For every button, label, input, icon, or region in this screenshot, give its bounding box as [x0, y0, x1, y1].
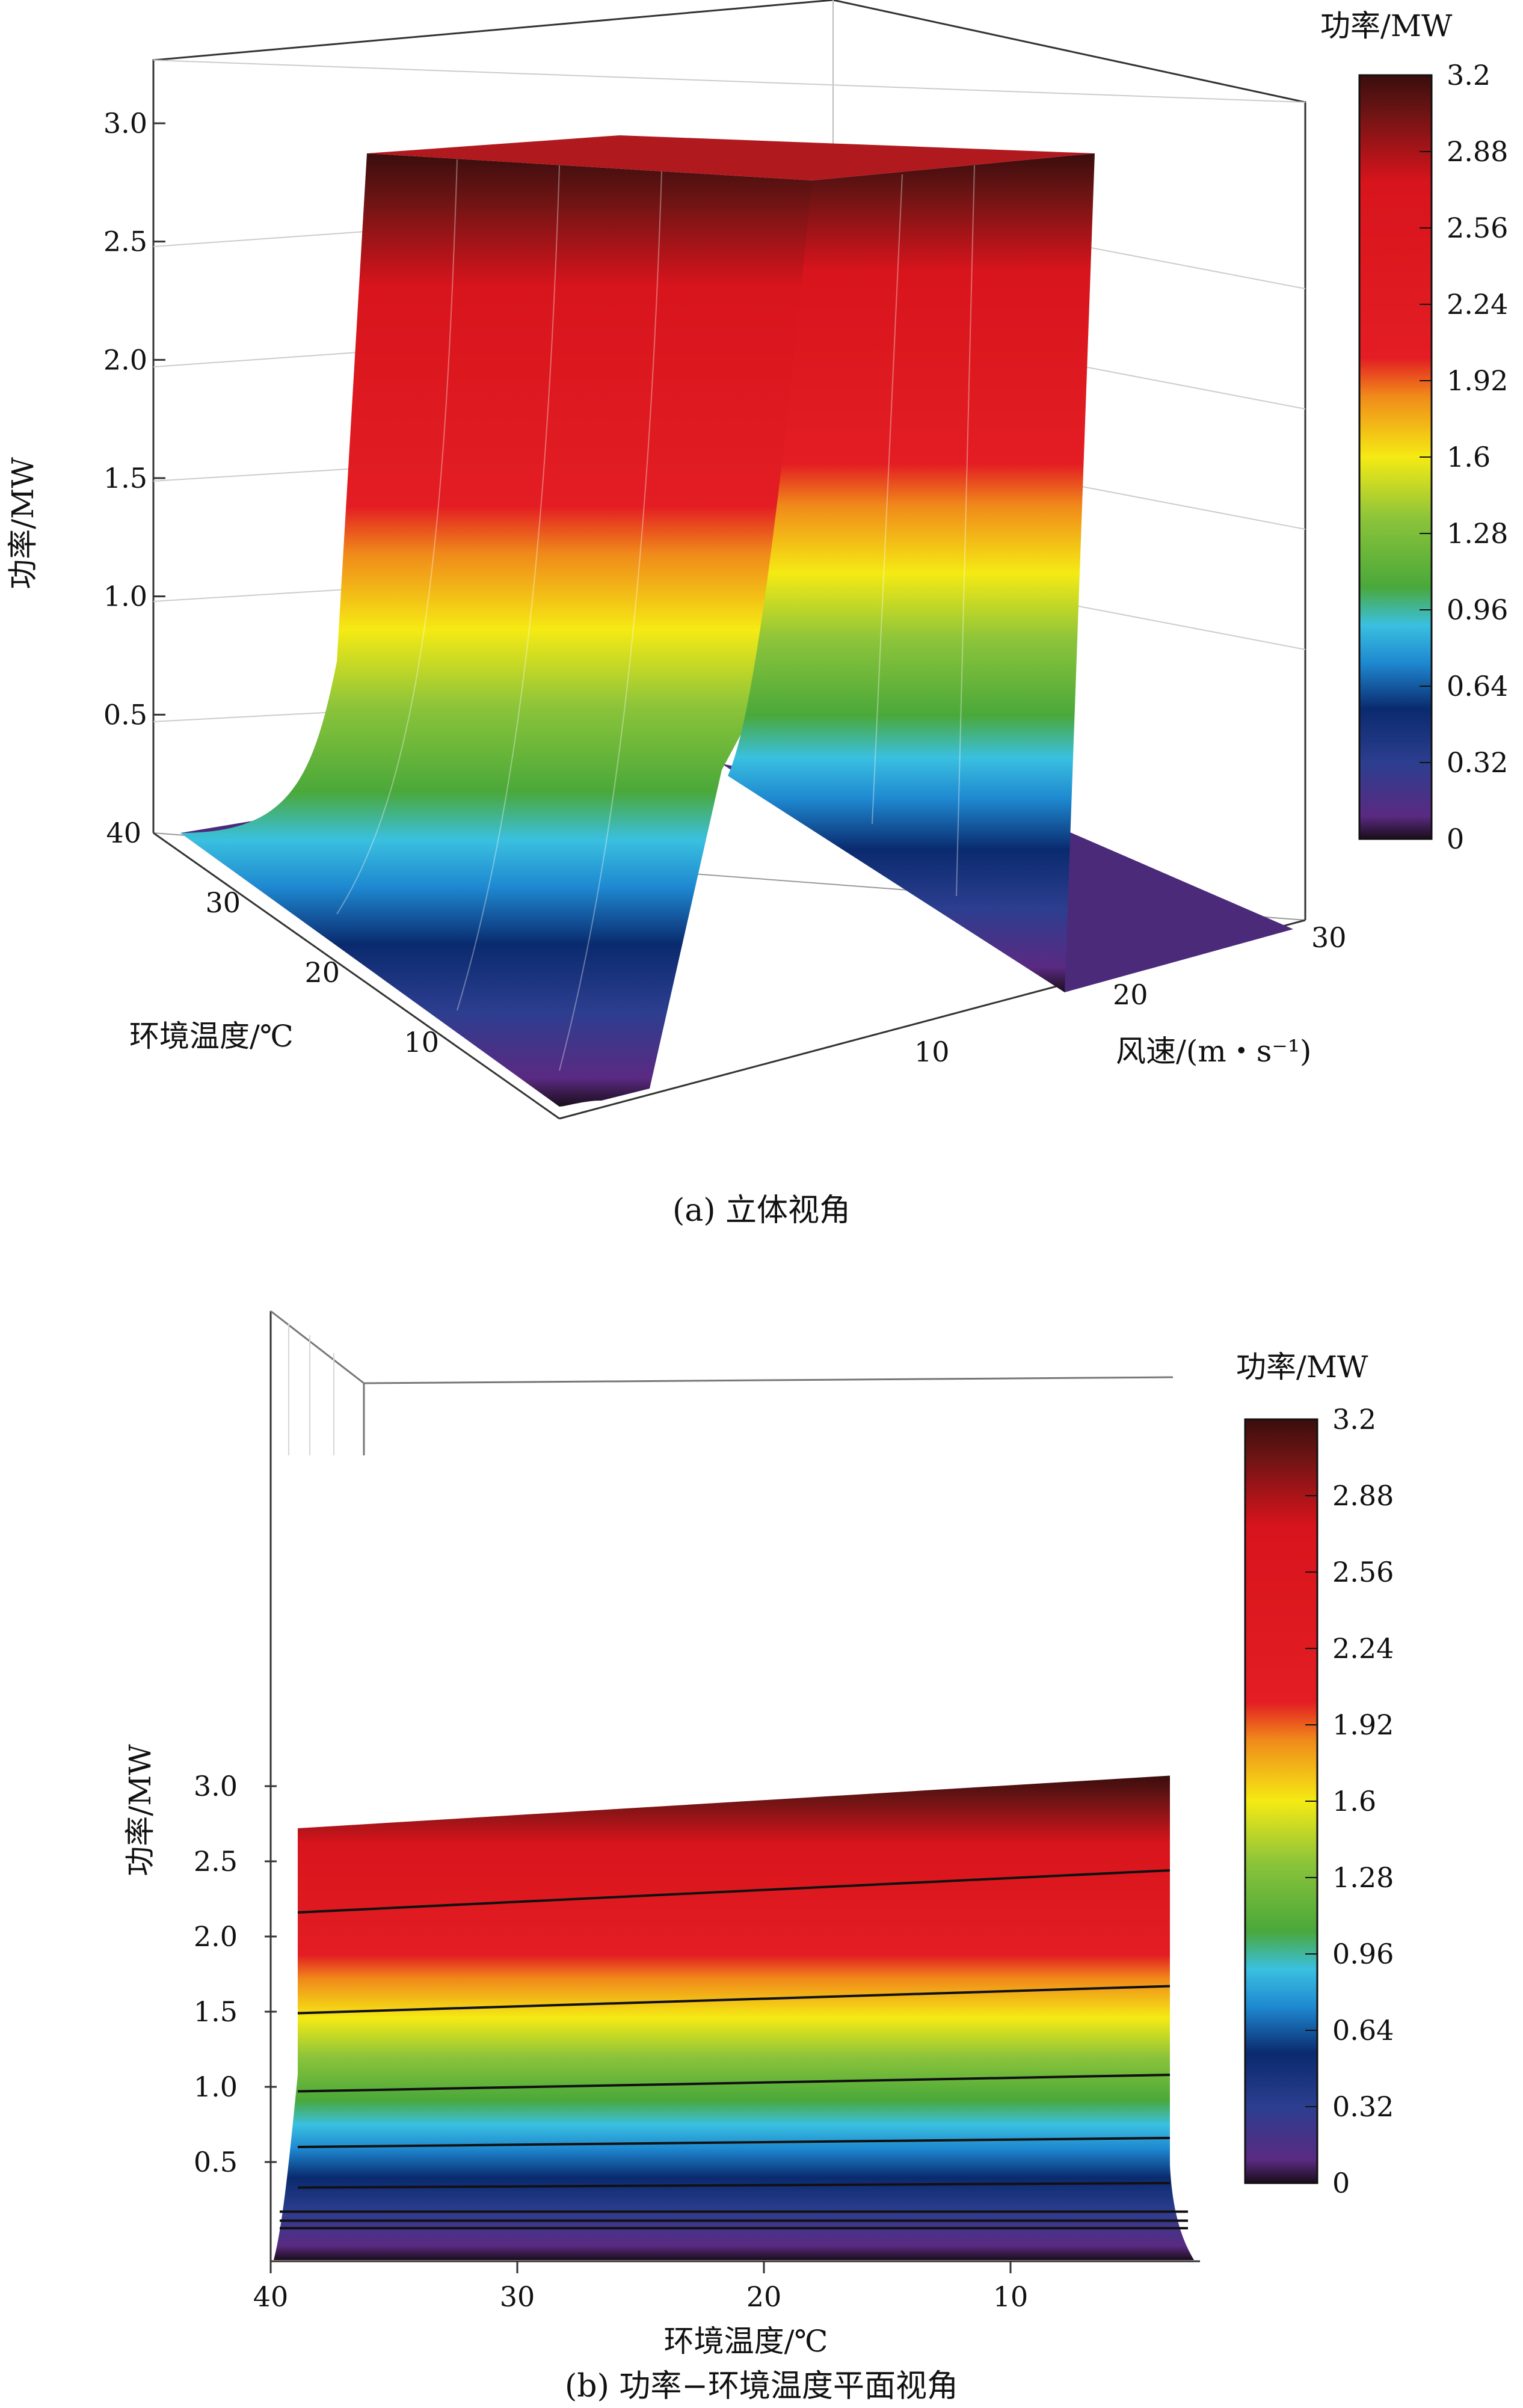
panel-a: 3.0 2.5 2.0 1.5 1.0 0.5 40 30 20 10 30 20 10 功率/MW…: [5, 0, 1508, 1229]
y-tick-label: 3.0: [194, 1770, 238, 1802]
wind-tick-labels-a: 30 20 10: [914, 921, 1347, 1068]
z-tick-label: 2.0: [103, 343, 147, 376]
wind-tick-label: 20: [1113, 978, 1148, 1011]
colorbar-tick-label: 2.88: [1447, 135, 1508, 168]
surface-front-face: [180, 153, 812, 1107]
colorbar-tick-label: 1.6: [1332, 1785, 1376, 1817]
z-tick-label: 1.0: [103, 580, 147, 613]
temp-axis-label-a: 环境温度/℃: [129, 1019, 294, 1054]
panel-b: 3.0 2.5 2.0 1.5 1.0 0.5 40 30 20 10 功率/MW 环境温度/℃…: [123, 1310, 1394, 2404]
colorbar-tick-label: 0.32: [1447, 746, 1508, 779]
z-axis-label-a: 功率/MW: [5, 457, 40, 589]
colorbar-tick-label: 1.92: [1447, 364, 1508, 397]
contour-line: [297, 2137, 1171, 2148]
z-tick-labels-a: 3.0 2.5 2.0 1.5 1.0 0.5: [103, 107, 165, 731]
z-tick-label: 1.5: [103, 462, 147, 494]
z-tick-label: 2.5: [103, 226, 147, 258]
x-tick-labels-b: 40 30 20 10: [253, 2261, 1029, 2313]
caption-b: (b) 功率−环境温度平面视角: [565, 2368, 958, 2404]
colorbar-tick-label: 0.96: [1447, 594, 1508, 626]
wind-axis-label-a: 风速/(m・s⁻¹): [1116, 1034, 1311, 1069]
colorbar-tick-label: 0.32: [1332, 2090, 1394, 2123]
colorbar-tick-label: 2.24: [1332, 1632, 1394, 1665]
y-tick-labels-b: 3.0 2.5 2.0 1.5 1.0 0.5: [194, 1770, 277, 2178]
z-tick-label: 3.0: [103, 107, 147, 140]
colorbar-tick-label: 0: [1447, 823, 1464, 855]
surface-top: [367, 135, 1095, 180]
contour-line: [297, 2074, 1171, 2093]
colorbar-ticks-b: 3.2 2.88 2.56 2.24 1.92 1.6 1.28 0.96 0.64 0.32 0: [1305, 1403, 1394, 2199]
y-tick-label: 0.5: [194, 2146, 238, 2178]
colorbar-title-a: 功率/MW: [1320, 8, 1453, 43]
temp-tick-label: 40: [106, 817, 141, 849]
z-tick-label: 0.5: [103, 698, 147, 731]
wind-tick-label: 30: [1311, 921, 1347, 954]
temp-tick-label: 10: [404, 1026, 439, 1058]
x-tick-label: 30: [500, 2281, 535, 2313]
colorbar-tick-label: 1.28: [1332, 1861, 1394, 1894]
x-tick-label: 10: [993, 2281, 1029, 2313]
contour-lines-b: [280, 1869, 1188, 2229]
contour-line: [297, 1869, 1171, 1914]
contour-line: [297, 1985, 1171, 2015]
temp-tick-label: 30: [205, 886, 241, 919]
colorbar-tick-label: 0.96: [1332, 1938, 1394, 1970]
colorbar-title-b: 功率/MW: [1236, 1350, 1368, 1384]
colorbar-tick-label: 0.64: [1447, 670, 1508, 702]
colorbar-tick-label: 0: [1332, 2167, 1350, 2199]
y-tick-label: 1.5: [194, 1995, 238, 2028]
surface-right-face: [728, 153, 1095, 992]
colorbar-tick-label: 0.64: [1332, 2014, 1394, 2047]
colorbar-tick-label: 3.2: [1332, 1403, 1376, 1436]
wind-tick-label: 10: [914, 1036, 950, 1068]
y-tick-label: 2.0: [194, 1920, 238, 1953]
x-axis-label-b: 环境温度/℃: [664, 2324, 828, 2359]
axes-box-b: [269, 1310, 1200, 2262]
y-tick-label: 1.0: [194, 2071, 238, 2103]
grid-b: [288, 1323, 334, 1455]
x-tick-label: 40: [253, 2281, 289, 2313]
colorbar-tick-label: 1.28: [1447, 517, 1508, 550]
colorbar-ticks-a: 3.2 2.88 2.56 2.24 1.92 1.6 1.28 0.96 0.64 0.32 0: [1420, 59, 1508, 855]
colorbar-tick-label: 2.56: [1332, 1556, 1394, 1588]
temp-tick-label: 20: [304, 956, 340, 989]
x-tick-label: 20: [746, 2281, 782, 2313]
colorbar-tick-label: 1.6: [1447, 441, 1491, 473]
y-tick-label: 2.5: [194, 1845, 238, 1878]
colorbar-tick-label: 3.2: [1447, 59, 1491, 91]
colorbar-tick-label: 2.88: [1332, 1479, 1394, 1512]
contour-line: [297, 2182, 1171, 2189]
temp-tick-labels-a: 40 30 20 10: [106, 817, 439, 1058]
caption-a: (a) 立体视角: [672, 1193, 851, 1229]
y-axis-label-b: 功率/MW: [123, 1744, 158, 1876]
colorbar-tick-label: 2.24: [1447, 288, 1508, 321]
colorbar-tick-label: 2.56: [1447, 212, 1508, 244]
colorbar-tick-label: 1.92: [1332, 1709, 1394, 1741]
surface-grid-a: [336, 159, 975, 1071]
